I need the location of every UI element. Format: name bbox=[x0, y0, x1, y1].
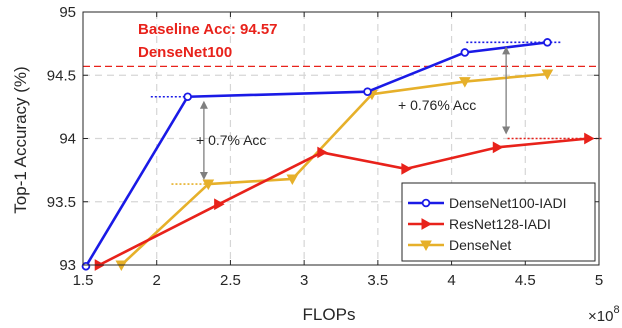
data-point-densenet100-iadi bbox=[183, 92, 192, 102]
legend-marker-densenet bbox=[420, 240, 432, 252]
data-point-densenet bbox=[202, 179, 215, 191]
x-multiplier-exponent: 8 bbox=[613, 304, 619, 316]
x-tick-label: 2.5 bbox=[220, 272, 241, 289]
annotation-label-1: + 0.7% Acc bbox=[196, 132, 266, 148]
y-tick-label: 93.5 bbox=[47, 194, 76, 211]
x-tick-label: 3 bbox=[300, 272, 308, 289]
data-point-resnet128-iadi bbox=[214, 198, 225, 211]
data-point-densenet100-iadi bbox=[81, 261, 91, 271]
x-tick-label: 1.5 bbox=[73, 272, 94, 289]
legend-label-resnet128-iadi: ResNet128-IADI bbox=[449, 216, 551, 232]
series-line-densenet bbox=[120, 72, 548, 266]
data-point-densenet bbox=[286, 174, 299, 186]
y-tick-label: 94.5 bbox=[47, 67, 76, 84]
annotation-arrowhead-down-1 bbox=[199, 172, 208, 181]
data-point-resnet128-iadi bbox=[492, 141, 504, 154]
legend-label-densenet: DenseNet bbox=[449, 237, 511, 253]
x-multiplier-base: ×10 bbox=[588, 308, 613, 325]
data-point-densenet bbox=[458, 77, 471, 88]
baseline-label-line1: Baseline Acc: 94.57 bbox=[138, 21, 278, 38]
y-tick-label: 95 bbox=[59, 4, 76, 21]
legend-marker-densenet100-iadi bbox=[421, 198, 431, 208]
annotation-arrowhead-up-2 bbox=[502, 46, 511, 55]
data-point-densenet bbox=[541, 69, 554, 81]
y-axis-label: Top-1 Accuracy (%) bbox=[11, 66, 30, 213]
annotation-layer bbox=[199, 46, 511, 181]
data-point-resnet128-iadi bbox=[401, 163, 412, 175]
x-tick-label: 2 bbox=[153, 272, 161, 289]
y-tick-label: 93 bbox=[59, 257, 76, 274]
annotation-label-2: + 0.76% Acc bbox=[398, 97, 476, 113]
x-tick-label: 4 bbox=[447, 272, 455, 289]
tick-labels: 1.5 2 2.5 3 3.5 4 4.5 5 93 93.5 94 94.5 95 bbox=[47, 4, 603, 289]
annotation-arrowhead-up-1 bbox=[199, 100, 208, 109]
x-tick-label: 5 bbox=[595, 272, 603, 289]
legend: DenseNet100-IADI ResNet128-IADI DenseNet bbox=[401, 182, 596, 262]
x-axis-label: FLOPs bbox=[303, 305, 356, 324]
x-tick-label: 4.5 bbox=[515, 272, 536, 289]
x-multiplier: ×108 bbox=[588, 304, 620, 325]
data-point-densenet100-iadi bbox=[363, 87, 372, 96]
axes-layer bbox=[82, 11, 600, 266]
legend-label-densenet100-iadi: DenseNet100-IADI bbox=[449, 195, 567, 211]
data-point-resnet128-iadi bbox=[584, 132, 595, 145]
series-line-resnet128-iadi bbox=[98, 137, 589, 267]
data-point-densenet100-iadi bbox=[543, 38, 552, 47]
baseline-label-line2: DenseNet100 bbox=[138, 44, 232, 61]
data-point-densenet100-iadi bbox=[460, 48, 470, 57]
legend-box bbox=[401, 182, 596, 262]
y-tick-label: 94 bbox=[59, 131, 76, 148]
data-point-resnet128-iadi bbox=[317, 146, 328, 159]
x-tick-label: 3.5 bbox=[367, 272, 388, 289]
legend-marker-resnet128-iadi bbox=[421, 218, 433, 230]
annotation-arrowhead-down-2 bbox=[502, 126, 511, 135]
